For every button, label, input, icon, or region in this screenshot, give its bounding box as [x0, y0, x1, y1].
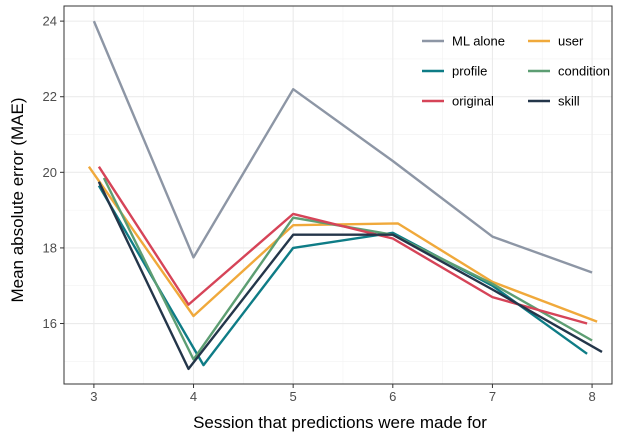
legend-label-ml-alone: ML alone: [452, 34, 505, 49]
axis-ticks: 3 4 5 6 7 8 16 18 20 22 24: [43, 14, 596, 404]
legend-label-original: original: [452, 94, 494, 109]
y-tick-label: 20: [43, 165, 57, 180]
series-line-user: [87, 166, 598, 323]
y-tick-label: 24: [43, 14, 57, 29]
series-line-original: [97, 166, 588, 325]
series-line-ml-alone: [92, 20, 593, 274]
x-axis-title: Session that predictions were made for: [193, 413, 487, 432]
series-lines: [87, 20, 603, 371]
y-tick-label: 22: [43, 89, 57, 104]
series-line-profile: [97, 184, 588, 367]
y-axis-title: Mean absolute error (MAE): [8, 97, 27, 302]
x-tick-label: 5: [290, 389, 297, 404]
x-tick-label: 3: [90, 389, 97, 404]
x-tick-label: 8: [588, 389, 595, 404]
legend-label-profile: profile: [452, 64, 487, 79]
x-tick-label: 4: [190, 389, 197, 404]
legend-label-condition: condition: [558, 64, 610, 79]
plot-area: [64, 6, 612, 384]
plot-frame: [63, 5, 613, 385]
legend-label-skill: skill: [558, 94, 580, 109]
plot-background: [64, 6, 612, 384]
y-tick-label: 16: [43, 316, 57, 331]
plot-border: [63, 5, 613, 385]
x-tick-label: 6: [389, 389, 396, 404]
grid-lines: [64, 6, 612, 384]
series-line-skill: [97, 181, 603, 371]
x-tick-label: 7: [489, 389, 496, 404]
legend-label-user: user: [558, 34, 584, 49]
y-tick-label: 18: [43, 240, 57, 255]
legend: ML alone user profile condition original skil…: [422, 34, 610, 109]
